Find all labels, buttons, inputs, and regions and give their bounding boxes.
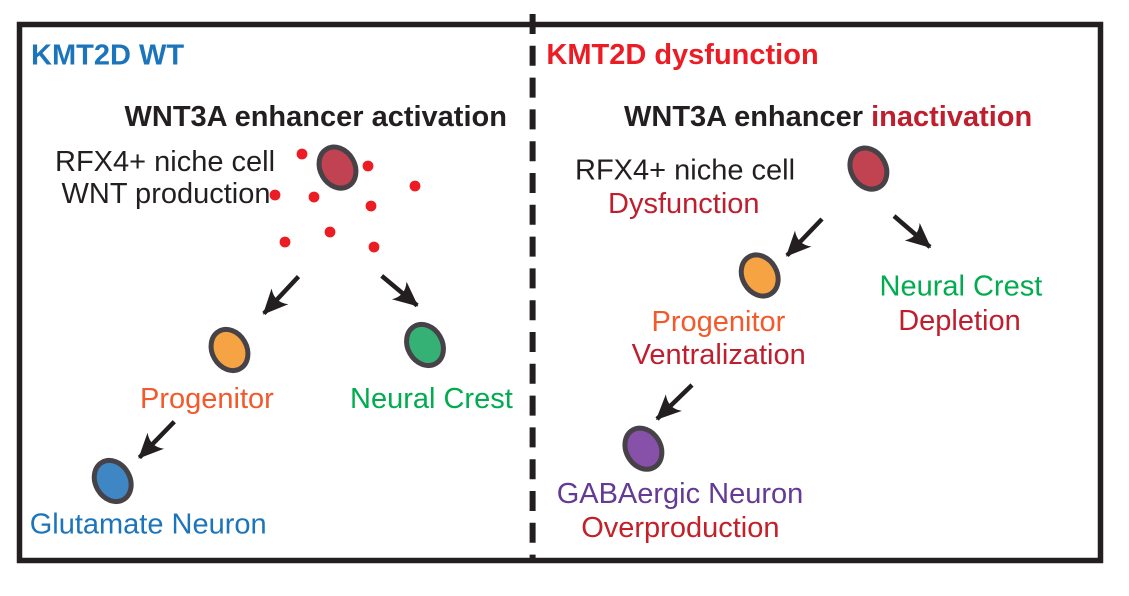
svg-text:Depletion: Depletion — [898, 305, 1021, 337]
svg-text:WNT3A enhancer activation: WNT3A enhancer activation — [125, 101, 507, 133]
svg-text:Glutamate Neuron: Glutamate Neuron — [30, 509, 267, 541]
svg-text:Ventralization: Ventralization — [632, 339, 806, 371]
svg-text:KMT2D dysfunction: KMT2D dysfunction — [546, 39, 818, 71]
svg-text:WNT3A enhancer inactivation: WNT3A enhancer inactivation — [624, 101, 1032, 133]
svg-text:Overproduction: Overproduction — [581, 512, 779, 544]
svg-text:Progenitor: Progenitor — [652, 306, 786, 338]
svg-text:KMT2D WT: KMT2D WT — [31, 40, 184, 72]
svg-text:RFX4+ niche cell: RFX4+ niche cell — [55, 146, 275, 178]
svg-text:Progenitor: Progenitor — [140, 383, 274, 415]
svg-text:Neural Crest: Neural Crest — [350, 383, 513, 415]
svg-text:Dysfunction: Dysfunction — [608, 188, 760, 220]
svg-text:RFX4+ niche cell: RFX4+ niche cell — [575, 155, 795, 187]
svg-text:GABAergic Neuron: GABAergic Neuron — [557, 478, 804, 510]
svg-text:WNT production: WNT production — [62, 178, 271, 210]
svg-text:Neural Crest: Neural Crest — [880, 271, 1043, 303]
